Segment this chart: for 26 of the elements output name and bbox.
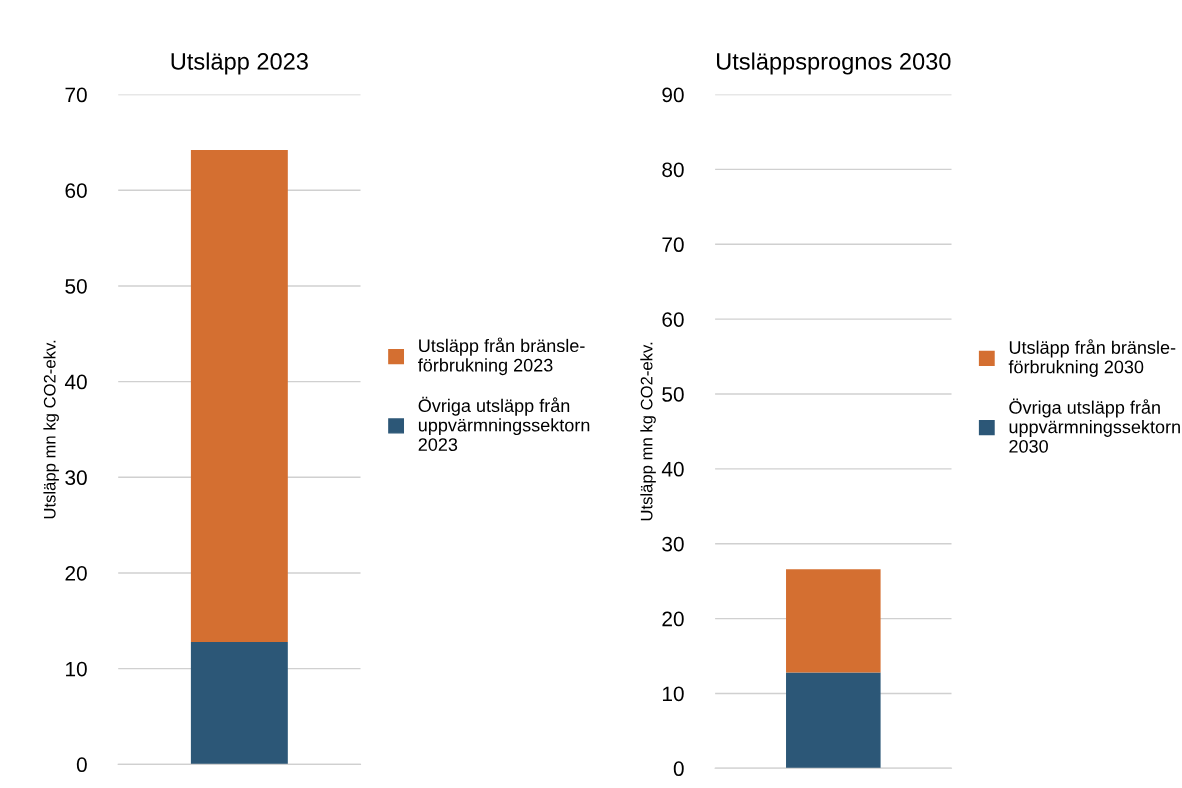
y-tick-label: 20 bbox=[65, 565, 87, 581]
y-tick-label: 30 bbox=[65, 470, 87, 486]
y-tick-label: 60 bbox=[65, 183, 87, 198]
y-tick-label: 10 bbox=[66, 661, 87, 677]
y-tick-label: 70 bbox=[662, 237, 684, 253]
y-tick-label: 40 bbox=[661, 461, 684, 477]
y-tick-label: 50 bbox=[662, 387, 684, 402]
y-axis-title: Utsläpp mn kg CO2-ekv. bbox=[43, 340, 59, 519]
chart-title: Utsläppsprognos 2030 bbox=[717, 52, 951, 75]
y-tick-label: 70 bbox=[65, 87, 87, 103]
legend-label: Utsläpp från bränsle- förbrukning 2030 bbox=[1008, 339, 1176, 377]
legend-label: Övriga utsläpp från uppvärmningssektorn 2030 bbox=[1009, 398, 1180, 453]
legend-label: Övriga utsläpp från uppvärmningssektorn 2023 bbox=[418, 396, 590, 451]
y-axis-title: Utsläpp mn kg CO2-ekv. bbox=[640, 342, 656, 521]
y-tick-label: 50 bbox=[65, 278, 87, 294]
y-tick-label: 20 bbox=[662, 611, 684, 627]
legend-label: Utsläpp från bränsle- förbrukning 2023 bbox=[418, 337, 585, 376]
y-tick-label: 80 bbox=[662, 162, 684, 178]
y-tick-label: 40 bbox=[64, 374, 87, 390]
y-tick-label: 0 bbox=[673, 761, 684, 777]
y-tick-label: 30 bbox=[662, 536, 684, 552]
chart-title: Utsläpp 2023 bbox=[171, 52, 308, 75]
y-tick-label: 60 bbox=[662, 312, 684, 327]
y-tick-label: 10 bbox=[662, 686, 684, 702]
y-tick-label: 90 bbox=[662, 87, 684, 103]
y-tick-label: 0 bbox=[76, 757, 87, 773]
